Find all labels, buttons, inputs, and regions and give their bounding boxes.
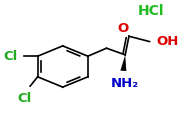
Polygon shape — [120, 55, 126, 71]
Text: NH₂: NH₂ — [111, 78, 139, 90]
Text: OH: OH — [156, 35, 178, 48]
Text: O: O — [118, 22, 129, 35]
Text: HCl: HCl — [137, 4, 164, 18]
Text: Cl: Cl — [4, 50, 18, 63]
Text: Cl: Cl — [17, 92, 32, 105]
